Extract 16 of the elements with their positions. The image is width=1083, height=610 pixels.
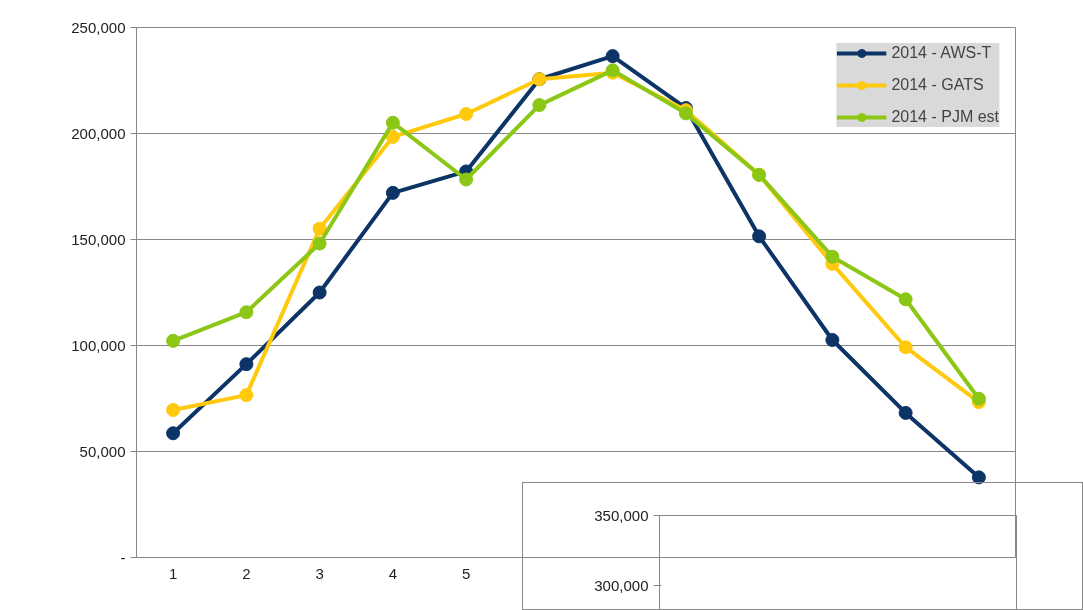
x-tick-label: 1	[168, 564, 178, 582]
x-tick-label: 3	[315, 564, 324, 582]
text: 300,000	[594, 576, 649, 594]
annotation: 350,000	[594, 506, 649, 524]
x-tick-label: 4	[388, 564, 398, 582]
x-tick-label: 2	[242, 564, 251, 582]
legend-label: 2014 - GATS	[891, 76, 984, 94]
y-tick-label: 150,000	[71, 230, 126, 248]
y-tick-label: 250,000	[71, 18, 126, 36]
y-tick-label: -	[120, 548, 126, 566]
y-tick-label: 200,000	[71, 124, 126, 142]
y-tick-label: 50,000	[79, 442, 126, 460]
x-tick-label: 5	[461, 564, 471, 582]
y-tick-label: 100,000	[71, 336, 126, 354]
legend-label: 2014 - PJM est	[891, 108, 999, 126]
legend-label: 2014 - AWS-T	[891, 44, 992, 62]
